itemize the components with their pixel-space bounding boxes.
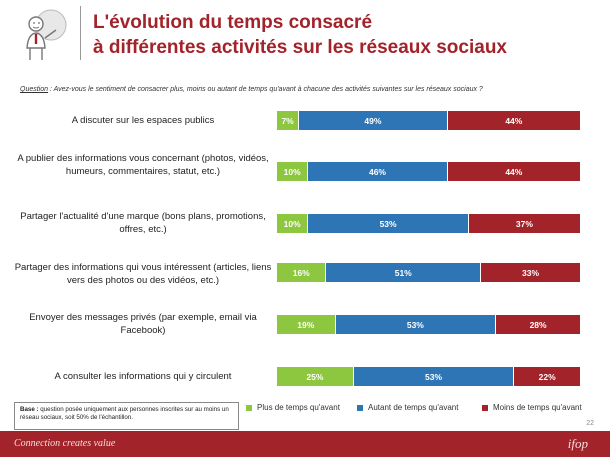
data-label: 10%	[283, 166, 301, 177]
bar-segment: 51%	[325, 263, 480, 282]
data-label: 53%	[379, 218, 397, 229]
bar-segment: 33%	[480, 263, 580, 282]
bar-row: 25% 53% 22%	[277, 367, 580, 386]
bar-segment: 28%	[495, 315, 580, 334]
data-label: 37%	[515, 218, 533, 229]
question-text: Question : Avez-vous le sentiment de con…	[20, 86, 600, 93]
bar-segment: 53%	[352, 367, 514, 386]
footer-tagline: Connection creates value	[14, 438, 116, 449]
category-label: A discuter sur les espaces publics	[71, 115, 215, 126]
bar-row: 10% 53% 37%	[277, 214, 580, 233]
base-note: Base : question posée uniquement aux per…	[14, 402, 239, 430]
legend-swatch-autant	[357, 404, 363, 411]
ifop-logo: ifop	[567, 436, 588, 451]
data-label: 53%	[406, 319, 424, 330]
base-note-label: Base :	[20, 406, 39, 413]
data-label: 46%	[368, 166, 386, 177]
legend-label-autant: Autant de temps qu'avant	[368, 403, 459, 412]
data-label: 28%	[529, 319, 547, 330]
legend-item-plus: Plus de temps qu'avant	[246, 403, 340, 412]
category-label: Partager des informations qui vous intér…	[14, 262, 272, 286]
data-label: 19%	[297, 319, 315, 330]
page-title: L'évolution du temps consacré à différen…	[93, 10, 507, 60]
data-label: 7%	[281, 115, 294, 126]
legend-swatch-moins	[482, 404, 488, 411]
bar-segment: 25%	[277, 367, 353, 386]
title-line-2: à différentes activités sur les réseaux …	[93, 37, 507, 58]
data-label: 49%	[364, 115, 382, 126]
data-label: 25%	[306, 371, 324, 382]
category-label: A publier des informations vous concerna…	[17, 153, 269, 177]
base-note-text: question posée uniquement aux personnes …	[20, 406, 229, 421]
bar-row: 10% 46% 44%	[277, 162, 580, 181]
bar-row: 19% 53% 28%	[277, 315, 580, 334]
footer-bar: Connection creates value ifop	[0, 431, 610, 457]
bar-segment: 7%	[277, 111, 299, 130]
page-number: 22	[586, 420, 594, 427]
data-label: 10%	[283, 218, 301, 229]
legend-label-moins: Moins de temps qu'avant	[493, 403, 582, 412]
bar-segment: 37%	[467, 214, 580, 233]
bar-row: 7% 49% 44%	[277, 111, 580, 130]
bar-segment: 16%	[277, 263, 326, 282]
title-line-1: L'évolution du temps consacré	[93, 12, 373, 33]
bar-segment: 22%	[513, 367, 580, 386]
person-icon	[26, 9, 67, 60]
legend-label-plus: Plus de temps qu'avant	[257, 403, 340, 412]
data-label: 44%	[505, 166, 523, 177]
data-label: 33%	[521, 267, 539, 278]
bar-segment: 46%	[307, 162, 447, 181]
bar-segment: 53%	[334, 315, 496, 334]
category-label: Partager l'actualité d'une marque (bons …	[20, 211, 266, 235]
bar-segment: 49%	[298, 111, 447, 130]
data-label: 16%	[292, 267, 310, 278]
question-label: Question	[20, 86, 49, 93]
bar-row: 16% 51% 33%	[277, 263, 580, 282]
legend-item-autant: Autant de temps qu'avant	[357, 403, 458, 412]
data-label: 51%	[394, 267, 412, 278]
category-label: A consulter les informations qui y circu…	[54, 371, 232, 382]
data-label: 22%	[538, 371, 556, 382]
data-label: 44%	[505, 115, 523, 126]
bar-segment: 44%	[446, 111, 580, 130]
data-label: 53%	[425, 371, 443, 382]
question-body: : Avez-vous le sentiment de consacrer pl…	[48, 86, 483, 93]
bar-segment: 10%	[277, 214, 308, 233]
bar-segment: 10%	[277, 162, 308, 181]
title-divider	[80, 6, 81, 60]
category-label: Envoyer des messages privés (par exemple…	[29, 312, 257, 336]
legend-swatch-plus	[246, 404, 252, 411]
bar-segment: 53%	[307, 214, 468, 233]
bar-segment: 19%	[277, 315, 335, 334]
bar-segment: 44%	[446, 162, 580, 181]
legend-item-moins: Moins de temps qu'avant	[482, 403, 582, 412]
